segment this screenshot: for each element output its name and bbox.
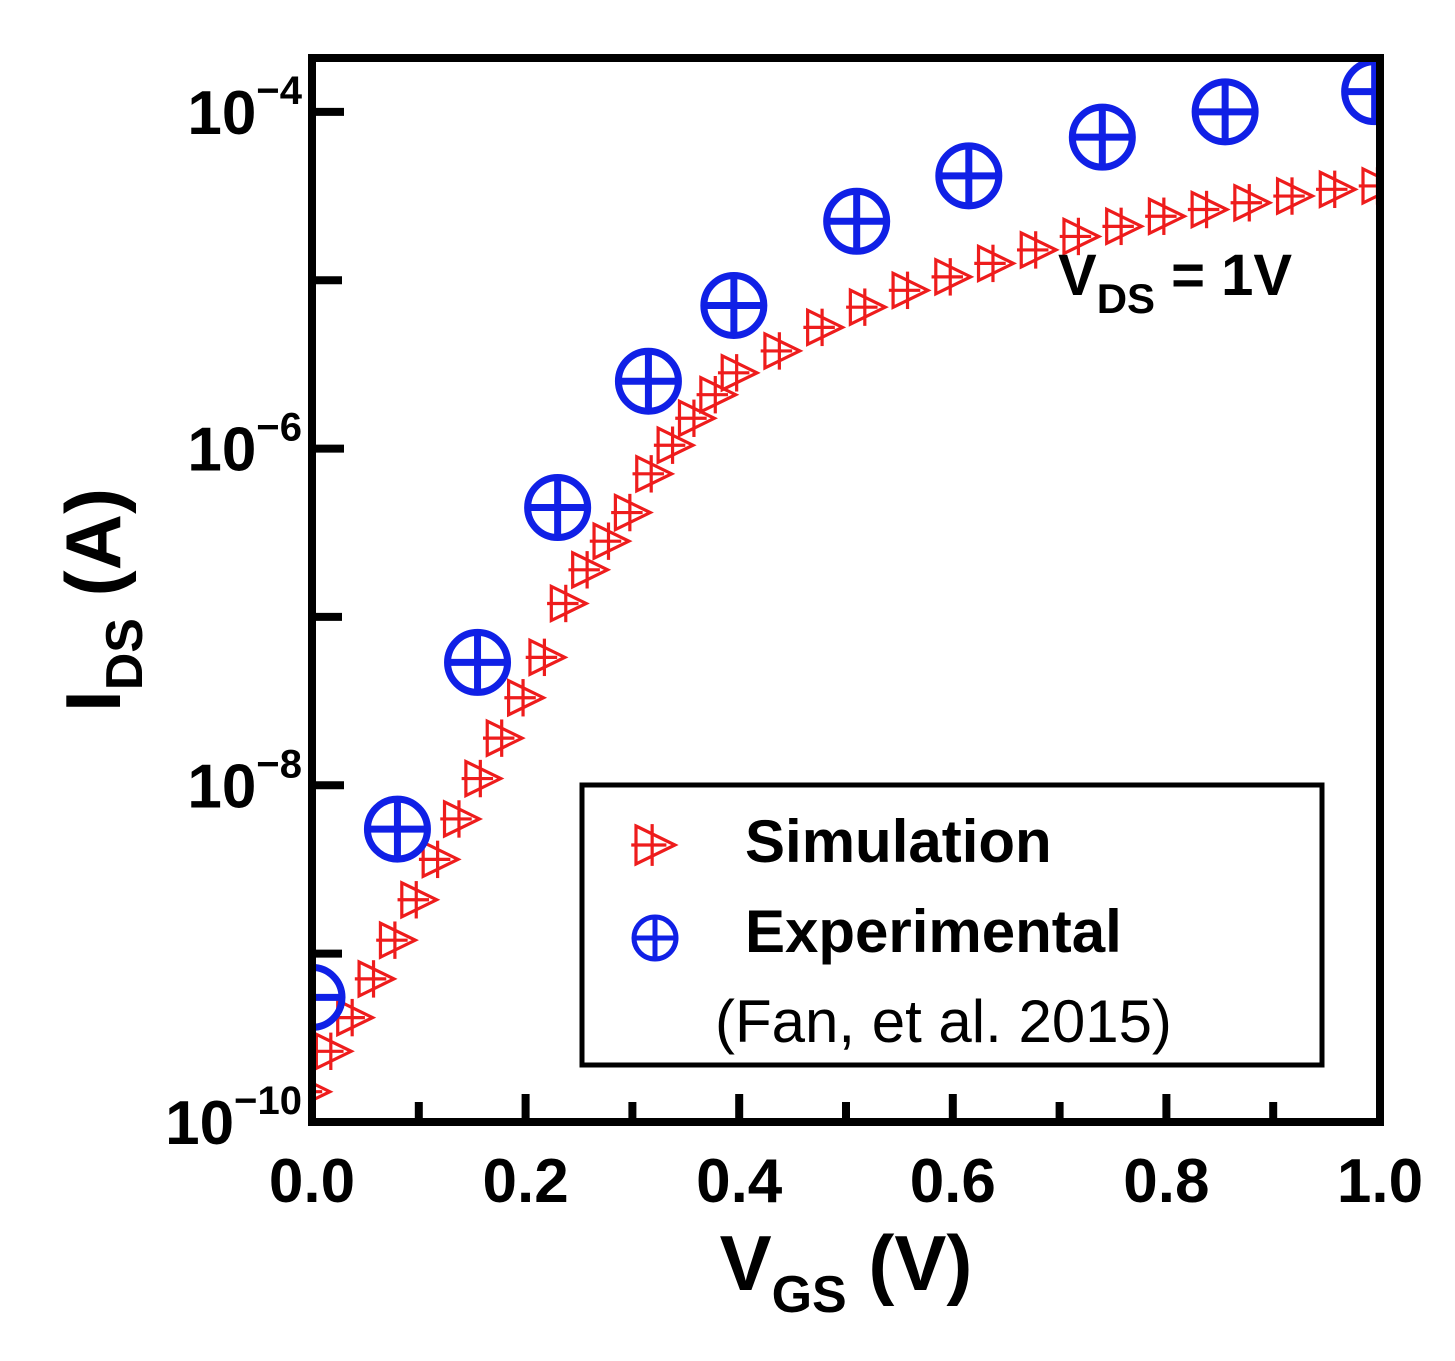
experimental-point bbox=[700, 271, 768, 339]
simulation-point bbox=[312, 1031, 355, 1071]
x-tick-label: 0.6 bbox=[910, 1147, 996, 1216]
series-simulation bbox=[312, 166, 1380, 1103]
simulation-point bbox=[482, 718, 526, 758]
vds-annotation: VDS = 1V bbox=[1058, 243, 1292, 322]
experimental-point bbox=[363, 795, 431, 863]
series-experimental bbox=[312, 58, 1380, 1031]
simulation-point bbox=[803, 307, 847, 347]
experimental-point bbox=[444, 628, 512, 696]
simulation-point bbox=[632, 454, 676, 494]
simulation-point bbox=[461, 758, 505, 799]
simulation-point bbox=[1273, 176, 1317, 216]
y-axis-title: IDS (A) bbox=[49, 488, 154, 712]
simulation-point bbox=[931, 257, 975, 297]
legend-label-simulation: Simulation bbox=[745, 808, 1052, 875]
axes: 0.0 0.2 0.4 0.6 0.8 1.0 10−10 10−8 10−6 10−4 VGS (… bbox=[49, 54, 1423, 1324]
x-tick-label: 0.0 bbox=[269, 1147, 355, 1216]
simulation-point bbox=[611, 492, 654, 533]
x-tick-label: 0.2 bbox=[482, 1147, 568, 1216]
y-tick-label: 10−8 bbox=[187, 742, 302, 821]
legend-source-note: (Fan, et al. 2015) bbox=[715, 988, 1172, 1055]
x-tick-label: 0.4 bbox=[696, 1147, 783, 1216]
simulation-point bbox=[504, 678, 548, 718]
simulation-point bbox=[696, 375, 740, 415]
simulation-point bbox=[418, 839, 462, 879]
y-tick-label: 10−6 bbox=[187, 406, 302, 485]
simulation-point bbox=[440, 799, 484, 839]
simulation-point bbox=[888, 270, 932, 310]
experimental-point bbox=[823, 187, 891, 255]
simulation-point bbox=[974, 243, 1018, 283]
simulation-point bbox=[1059, 216, 1103, 257]
legend-experimental-marker bbox=[631, 914, 679, 962]
simulation-point bbox=[1016, 230, 1060, 270]
experimental-point bbox=[312, 963, 346, 1031]
experimental-point bbox=[614, 347, 682, 415]
simulation-point bbox=[846, 287, 889, 327]
simulation-point bbox=[589, 521, 633, 561]
simulation-point bbox=[760, 331, 804, 371]
simulation-point bbox=[525, 637, 569, 677]
x-tick-label: 0.8 bbox=[1123, 1147, 1209, 1216]
simulation-point bbox=[717, 353, 761, 393]
experimental-point bbox=[1068, 103, 1136, 171]
simulation-point bbox=[1145, 196, 1188, 236]
simulation-point bbox=[653, 425, 697, 465]
experimental-point bbox=[1191, 78, 1259, 146]
simulation-point bbox=[1187, 189, 1231, 230]
simulation-point bbox=[1102, 206, 1146, 246]
simulation-point bbox=[376, 920, 419, 960]
experimental-point bbox=[1341, 58, 1380, 126]
simulation-point bbox=[547, 583, 590, 624]
simulation-point bbox=[397, 880, 441, 920]
legend: Simulation Experimental (Fan, et al. 2015) bbox=[579, 782, 1325, 1068]
simulation-point bbox=[1316, 169, 1359, 209]
x-tick-label: 1.0 bbox=[1337, 1147, 1423, 1216]
plot-area bbox=[312, 58, 1380, 1103]
simulation-point bbox=[1230, 183, 1274, 223]
legend-label-experimental: Experimental bbox=[745, 898, 1122, 965]
y-tick-label: 10−4 bbox=[187, 69, 302, 148]
x-axis-title: VGS (V) bbox=[720, 1219, 973, 1324]
y-tick-label: 10−10 bbox=[165, 1079, 302, 1158]
simulation-point bbox=[568, 550, 612, 590]
legend-simulation-marker bbox=[631, 823, 679, 867]
simulation-point bbox=[675, 398, 718, 438]
data-series bbox=[312, 58, 1380, 1103]
experimental-point bbox=[524, 474, 592, 542]
legend-box bbox=[579, 782, 1325, 1068]
experimental-point bbox=[935, 142, 1003, 210]
simulation-point bbox=[354, 959, 398, 999]
